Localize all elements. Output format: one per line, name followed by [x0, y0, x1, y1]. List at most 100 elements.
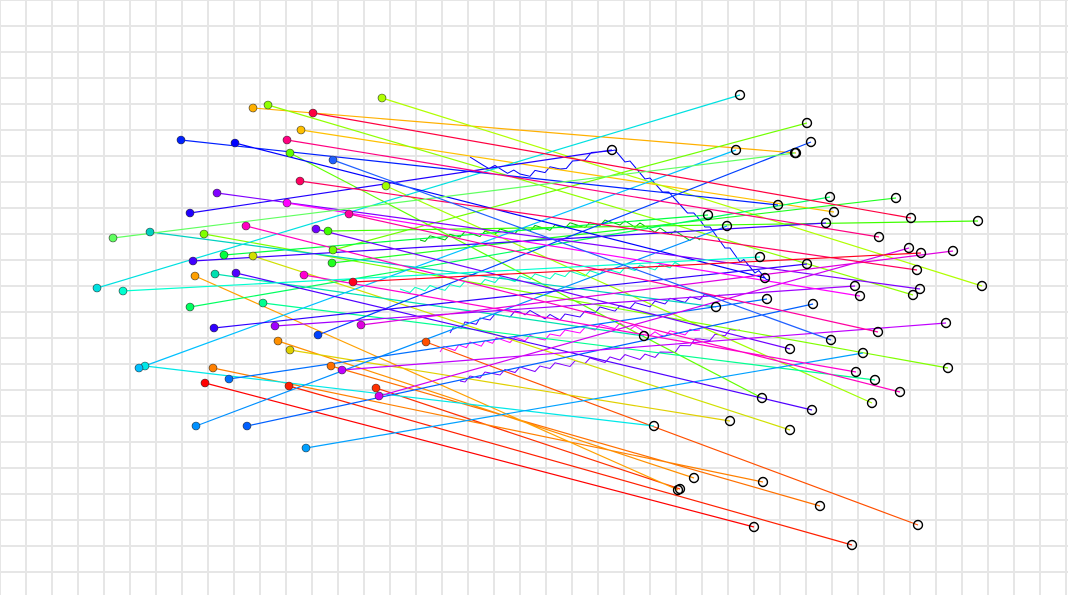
track-start-marker [296, 125, 306, 135]
track-start-marker [185, 302, 195, 312]
track-start-marker [118, 286, 128, 296]
track-end-marker [850, 366, 862, 378]
track-line [223, 214, 709, 256]
track-line [375, 387, 681, 490]
track-start-marker [301, 443, 311, 453]
track-end-marker [807, 298, 819, 310]
track-start-marker [323, 226, 333, 236]
track-line [305, 352, 864, 449]
track-start-marker [145, 227, 155, 237]
track-end-marker [638, 330, 650, 342]
track-start-marker [421, 337, 431, 347]
track-end-marker [772, 199, 784, 211]
track-start-marker [285, 148, 295, 158]
track-end-marker [754, 251, 766, 263]
track-start-marker [224, 374, 234, 384]
track-line [332, 159, 832, 341]
track-line [288, 385, 853, 546]
track-start-marker [248, 251, 258, 261]
track-end-marker [724, 415, 736, 427]
track-line [315, 228, 791, 350]
track-end-marker [940, 317, 952, 329]
track-start-marker [344, 209, 354, 219]
wander-path [439, 322, 701, 353]
track-markers [92, 89, 988, 551]
track-end-marker [828, 206, 840, 218]
track-start-marker [248, 103, 258, 113]
track-line [213, 263, 808, 329]
track-start-marker [308, 108, 318, 118]
track-start-marker [337, 365, 347, 375]
track-line [289, 349, 731, 422]
track-end-marker [905, 212, 917, 224]
wander-path [469, 149, 771, 281]
track-end-marker [730, 144, 742, 156]
track-lines [96, 94, 983, 546]
track-end-marker [947, 245, 959, 257]
track-line [204, 382, 755, 528]
track-end-marker [721, 220, 733, 232]
track-end-marker [759, 272, 771, 284]
track-end-marker [894, 386, 906, 398]
track-end-marker [784, 343, 796, 355]
track-start-marker [241, 221, 251, 231]
track-start-marker [210, 269, 220, 279]
track-end-marker [672, 484, 684, 496]
track-end-marker [869, 374, 881, 386]
track-line [192, 222, 827, 262]
track-line [212, 367, 764, 483]
track-line [216, 192, 921, 290]
track-line [252, 255, 791, 431]
track-line [138, 149, 737, 369]
wander-path [449, 293, 721, 334]
track-start-marker [313, 330, 323, 340]
track-line [330, 365, 821, 507]
track-start-marker [326, 361, 336, 371]
track-line [122, 256, 761, 292]
track-start-marker [270, 321, 280, 331]
track-line [289, 152, 763, 399]
track-start-marker [258, 298, 268, 308]
track-end-marker [907, 289, 919, 301]
track-end-marker [873, 231, 885, 243]
track-start-marker [212, 188, 222, 198]
track-end-marker [756, 392, 768, 404]
track-line [286, 202, 861, 297]
track-start-marker [176, 135, 186, 145]
track-start-marker [200, 378, 210, 388]
track-start-marker [199, 229, 209, 239]
track-end-marker [805, 136, 817, 148]
track-line [331, 197, 897, 264]
track-line [385, 185, 873, 404]
track-end-marker [912, 519, 924, 531]
track-end-marker [801, 258, 813, 270]
track-end-marker [806, 404, 818, 416]
track-start-marker [348, 277, 358, 287]
track-line [252, 107, 797, 154]
track-end-marker [846, 539, 858, 551]
track-line [348, 213, 879, 333]
track-line [235, 272, 813, 411]
track-line [189, 149, 613, 214]
track-line [352, 252, 922, 283]
track-line [195, 225, 728, 427]
track-start-marker [282, 198, 292, 208]
track-end-marker [824, 191, 836, 203]
track-end-marker [784, 424, 796, 436]
track-start-marker [377, 93, 387, 103]
track-line [267, 104, 914, 296]
track-start-marker [282, 135, 292, 145]
track-line [262, 302, 876, 381]
track-line [341, 322, 947, 371]
track-end-marker [866, 397, 878, 409]
track-start-marker [356, 320, 366, 330]
track-start-marker [273, 336, 283, 346]
track-line [149, 231, 717, 308]
track-end-marker [761, 293, 773, 305]
track-line [194, 275, 679, 491]
track-start-marker [374, 391, 384, 401]
track-end-marker [911, 264, 923, 276]
track-line [360, 250, 954, 326]
track-line [112, 152, 796, 239]
